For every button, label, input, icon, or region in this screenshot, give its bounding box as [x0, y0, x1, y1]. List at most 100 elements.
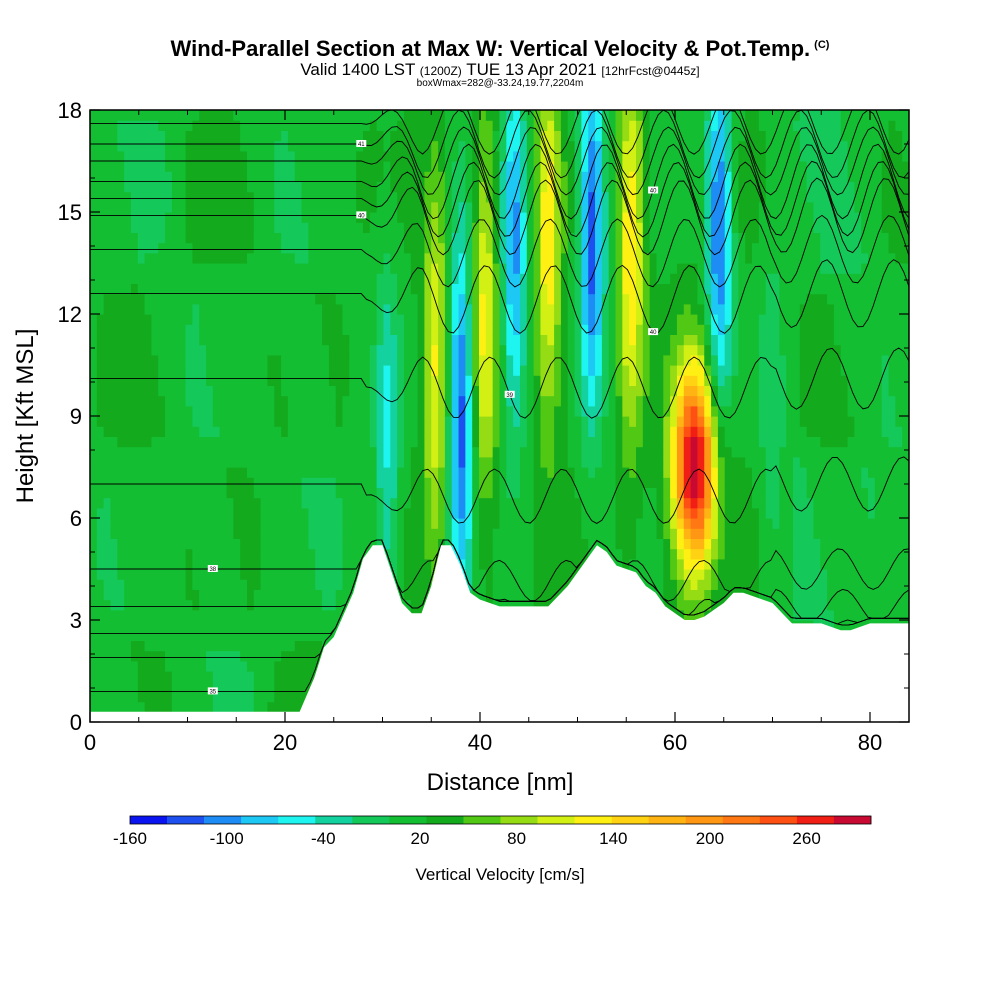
velocity-cell	[595, 283, 603, 295]
velocity-cell	[506, 354, 514, 366]
velocity-cell	[253, 456, 262, 468]
velocity-cell	[130, 303, 139, 315]
velocity-cell	[574, 446, 583, 458]
velocity-cell	[431, 446, 439, 458]
velocity-cell	[328, 630, 337, 641]
velocity-cell	[465, 416, 473, 427]
velocity-cell	[567, 558, 576, 570]
velocity-cell	[158, 395, 166, 407]
velocity-cell	[110, 405, 118, 417]
velocity-cell	[588, 293, 596, 305]
velocity-cell	[226, 487, 234, 499]
velocity-cell	[192, 477, 200, 488]
velocity-cell	[219, 314, 228, 325]
velocity-cell	[158, 416, 166, 427]
velocity-cell	[588, 252, 596, 264]
velocity-cell	[342, 579, 350, 590]
velocity-cell	[253, 140, 262, 152]
velocity-cell	[281, 191, 289, 203]
velocity-cell	[615, 507, 623, 519]
velocity-cell	[301, 334, 309, 346]
velocity-cell	[438, 181, 446, 193]
velocity-cell	[199, 609, 207, 621]
velocity-cell	[178, 293, 187, 305]
velocity-cell	[219, 579, 228, 590]
velocity-cell	[485, 252, 494, 264]
velocity-cell	[438, 242, 446, 254]
velocity-cell	[96, 446, 105, 458]
velocity-cell	[137, 558, 146, 570]
velocity-cell	[465, 120, 473, 131]
velocity-cell	[560, 150, 569, 162]
velocity-cell	[622, 426, 630, 437]
velocity-cell	[233, 640, 241, 652]
velocity-cell	[492, 344, 501, 356]
velocity-cell	[499, 120, 507, 131]
velocity-cell	[479, 191, 487, 203]
velocity-cell	[219, 293, 228, 305]
velocity-cell	[424, 181, 432, 193]
velocity-cell	[267, 538, 275, 550]
velocity-cell	[233, 671, 241, 682]
velocity-cell	[629, 497, 637, 509]
velocity-cell	[110, 660, 118, 672]
velocity-cell	[342, 385, 350, 397]
velocity-cell	[417, 456, 426, 468]
velocity-cell	[513, 222, 521, 233]
velocity-cell	[335, 507, 344, 519]
velocity-cell	[212, 222, 221, 233]
velocity-cell	[451, 436, 460, 448]
velocity-cell	[451, 528, 460, 539]
velocity-cell	[240, 660, 248, 672]
velocity-cell	[185, 181, 193, 193]
velocity-cell	[267, 558, 275, 570]
velocity-cell	[328, 548, 337, 560]
velocity-cell	[192, 660, 200, 672]
velocity-cell	[547, 569, 555, 580]
velocity-cell	[130, 161, 139, 172]
velocity-cell	[376, 507, 385, 519]
velocity-cell	[240, 691, 248, 703]
velocity-cell	[192, 181, 200, 193]
velocity-cell	[322, 385, 330, 397]
velocity-cell	[629, 405, 637, 417]
velocity-cell	[649, 497, 658, 509]
velocity-cell	[533, 140, 542, 152]
velocity-cell	[383, 426, 391, 437]
velocity-cell	[165, 671, 173, 682]
velocity-cell	[212, 640, 221, 652]
velocity-cell	[308, 538, 316, 550]
velocity-cell	[96, 263, 105, 274]
velocity-cell	[253, 671, 262, 682]
velocity-cell	[144, 497, 153, 509]
velocity-cell	[533, 385, 542, 397]
velocity-cell	[178, 579, 187, 590]
velocity-cell	[588, 405, 596, 417]
velocity-cell	[165, 222, 173, 233]
velocity-cell	[117, 456, 125, 468]
velocity-cell	[151, 691, 159, 703]
velocity-cell	[130, 252, 139, 264]
velocity-cell	[363, 436, 371, 448]
velocity-cell	[260, 395, 269, 407]
velocity-cell	[601, 436, 610, 448]
velocity-cell	[110, 569, 118, 580]
velocity-cell	[185, 630, 193, 641]
velocity-cell	[595, 293, 603, 305]
velocity-cell	[294, 263, 303, 274]
velocity-cell	[356, 293, 364, 305]
velocity-cell	[547, 263, 555, 274]
velocity-cell	[287, 446, 296, 458]
velocity-cell	[595, 477, 603, 488]
velocity-cell	[219, 252, 228, 264]
velocity-cell	[287, 283, 296, 295]
velocity-cell	[137, 293, 146, 305]
velocity-cell	[124, 579, 132, 590]
velocity-cell	[513, 579, 521, 590]
velocity-cell	[274, 365, 282, 376]
velocity-cell	[212, 609, 221, 621]
velocity-cell	[403, 324, 412, 335]
velocity-cell	[226, 201, 234, 213]
velocity-cell	[410, 344, 419, 356]
velocity-cell	[335, 467, 344, 478]
